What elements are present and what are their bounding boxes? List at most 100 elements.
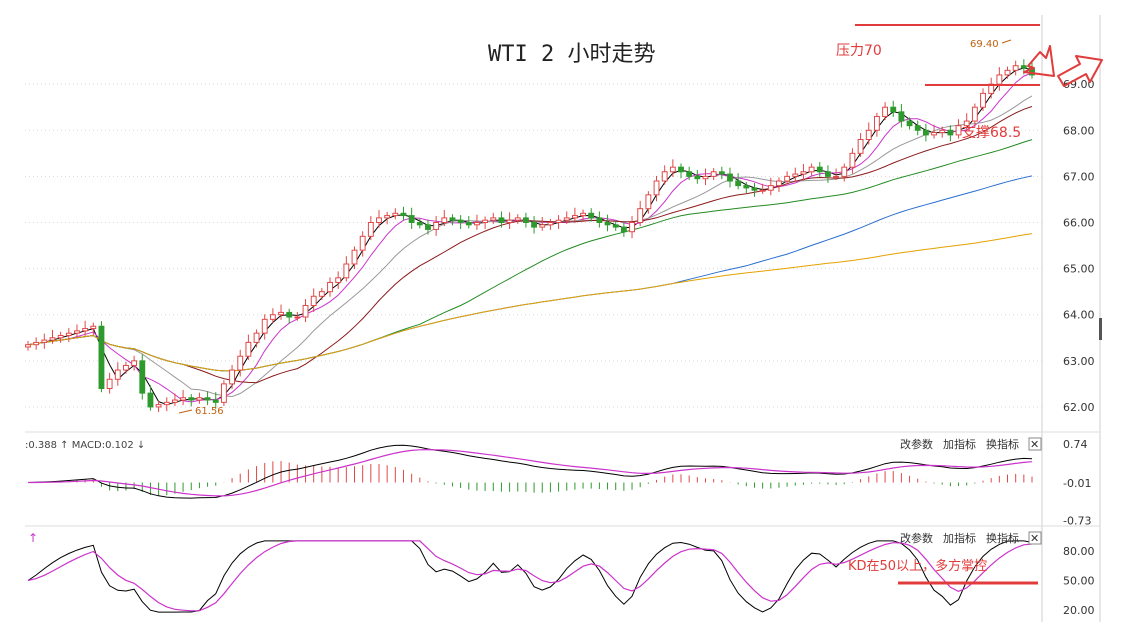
candle-body xyxy=(727,173,733,182)
candle-body xyxy=(776,180,782,187)
close-box[interactable] xyxy=(1028,437,1042,451)
candle-body xyxy=(841,166,848,177)
candle-body xyxy=(457,219,464,223)
ma-line-ma30 xyxy=(27,106,1033,384)
candle-body xyxy=(849,152,856,168)
candle-body xyxy=(718,171,725,175)
candle-body xyxy=(939,129,946,134)
candle-body xyxy=(335,277,342,283)
macd-readout: :0.388 ↑ MACD:0.102 ↓ xyxy=(25,440,145,451)
candle-body xyxy=(580,212,586,217)
candle-body xyxy=(57,334,64,339)
candle-body xyxy=(914,125,921,131)
swap-indicator-button[interactable]: 换指标 xyxy=(986,437,1019,451)
candle-body xyxy=(139,360,146,394)
ma-line-ma250 xyxy=(27,233,1033,372)
candle-body xyxy=(792,173,799,177)
candle-body xyxy=(33,341,40,346)
candle-body xyxy=(82,328,89,332)
candle-body xyxy=(531,222,538,228)
candle-body xyxy=(931,132,937,136)
candle-body xyxy=(41,339,48,343)
candle-body xyxy=(898,111,905,122)
swap-indicator-button[interactable]: 换指标 xyxy=(986,531,1019,545)
candle-body xyxy=(955,125,962,136)
add-indicator-button[interactable]: 加指标 xyxy=(943,531,976,545)
candle-body xyxy=(180,397,187,401)
add-indicator-button[interactable]: 加指标 xyxy=(943,437,976,451)
candle-body xyxy=(318,291,325,297)
candle-body xyxy=(947,129,954,136)
kd-readout: ↑ xyxy=(28,531,38,545)
kd-annotation: KD在50以上，多方掌控 xyxy=(848,558,987,574)
candle-body xyxy=(980,92,986,108)
candle-body xyxy=(743,185,750,189)
candle-body xyxy=(767,185,774,191)
moving-average-lines xyxy=(27,67,1033,406)
candle-body xyxy=(694,175,701,180)
candle-body xyxy=(629,222,635,233)
candle-body xyxy=(400,212,407,217)
candle-body xyxy=(653,180,660,196)
candle-body xyxy=(171,399,178,403)
candle-body xyxy=(188,397,195,401)
candle-body xyxy=(735,180,742,187)
y-tick-label: 64.00 xyxy=(1063,309,1095,322)
candle-body xyxy=(343,263,350,279)
candle-body xyxy=(906,120,913,127)
candle-body xyxy=(106,378,113,389)
candle-body xyxy=(816,166,823,173)
kd-lines xyxy=(27,540,1033,613)
candle-body xyxy=(865,129,872,140)
y-tick-label: 67.00 xyxy=(1063,170,1095,183)
candle-body xyxy=(882,106,889,117)
ma-line-ma120 xyxy=(27,175,1033,372)
y-tick-label: 63.00 xyxy=(1063,355,1095,368)
close-icon[interactable]: ✕ xyxy=(1030,532,1039,545)
candle-body xyxy=(637,208,644,224)
candle-body xyxy=(65,332,72,336)
y-tick-label: 68.00 xyxy=(1063,124,1095,137)
candle-body xyxy=(833,175,840,178)
candle-body xyxy=(922,129,929,136)
candle-body xyxy=(449,217,456,221)
resistance-label: 压力70 xyxy=(836,43,882,59)
y-tick-label: 65.00 xyxy=(1063,263,1095,276)
candle-body xyxy=(98,325,105,389)
support-label: 支撑68.5 xyxy=(962,125,1021,141)
candle-body xyxy=(686,171,693,177)
candle-body xyxy=(392,212,399,217)
change-params-button[interactable]: 改参数 xyxy=(900,437,933,451)
y-tick-label: 0.74 xyxy=(1063,438,1088,451)
candle-body xyxy=(474,222,480,226)
candle-body xyxy=(384,215,391,219)
candle-body xyxy=(702,175,709,180)
change-params-button[interactable]: 改参数 xyxy=(900,531,933,545)
candle-body xyxy=(971,106,978,122)
candle-body xyxy=(612,224,619,228)
candle-body xyxy=(90,325,97,330)
candle-body xyxy=(286,311,293,318)
candle-body xyxy=(563,217,570,221)
close-icon[interactable]: ✕ xyxy=(1030,438,1039,451)
candle-body xyxy=(310,295,317,306)
candle-body xyxy=(482,219,489,223)
close-box[interactable] xyxy=(1028,531,1042,545)
candle-body xyxy=(114,369,121,380)
y-tick-label: 66.00 xyxy=(1063,217,1095,230)
candle-body xyxy=(506,219,513,223)
candle-body xyxy=(522,217,529,223)
candle-body xyxy=(220,383,227,403)
candle-body xyxy=(441,217,448,223)
candle-body xyxy=(131,360,138,366)
candle-body xyxy=(555,219,562,223)
candle-body xyxy=(808,166,815,173)
candle-body xyxy=(416,222,423,226)
candle-body xyxy=(996,74,1003,85)
candle-body xyxy=(155,404,162,408)
candle-body xyxy=(1020,65,1027,69)
dif-line xyxy=(27,444,1033,499)
candle-body xyxy=(245,341,252,357)
chart-title: WTI 2 小时走势 xyxy=(488,42,655,67)
scrollbar-handle[interactable] xyxy=(1099,318,1102,340)
